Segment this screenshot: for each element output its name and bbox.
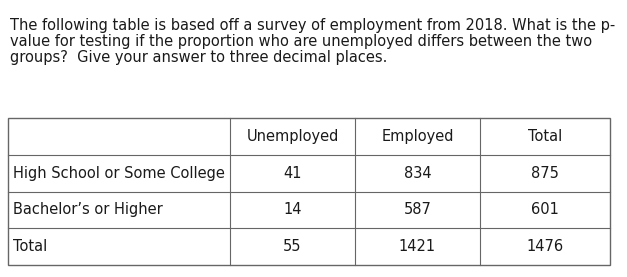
Text: value for testing if the proportion who are unemployed differs between the two: value for testing if the proportion who …: [10, 34, 592, 49]
Text: 601: 601: [531, 202, 559, 217]
Text: 55: 55: [283, 239, 302, 254]
Text: The following table is based off a survey of employment from 2018. What is the p: The following table is based off a surve…: [10, 18, 615, 33]
Text: 1421: 1421: [399, 239, 436, 254]
Text: Bachelor’s or Higher: Bachelor’s or Higher: [13, 202, 163, 217]
Text: groups?  Give your answer to three decimal places.: groups? Give your answer to three decima…: [10, 50, 387, 65]
Text: Employed: Employed: [381, 129, 454, 144]
Bar: [8, 118, 610, 265]
Text: 14: 14: [283, 202, 302, 217]
Text: Total: Total: [528, 129, 562, 144]
Text: 41: 41: [283, 166, 302, 181]
Text: 587: 587: [404, 202, 431, 217]
Text: 875: 875: [531, 166, 559, 181]
Text: Total: Total: [13, 239, 47, 254]
Text: 834: 834: [404, 166, 431, 181]
Text: 1476: 1476: [527, 239, 564, 254]
Text: Unemployed: Unemployed: [246, 129, 339, 144]
Text: High School or Some College: High School or Some College: [13, 166, 225, 181]
